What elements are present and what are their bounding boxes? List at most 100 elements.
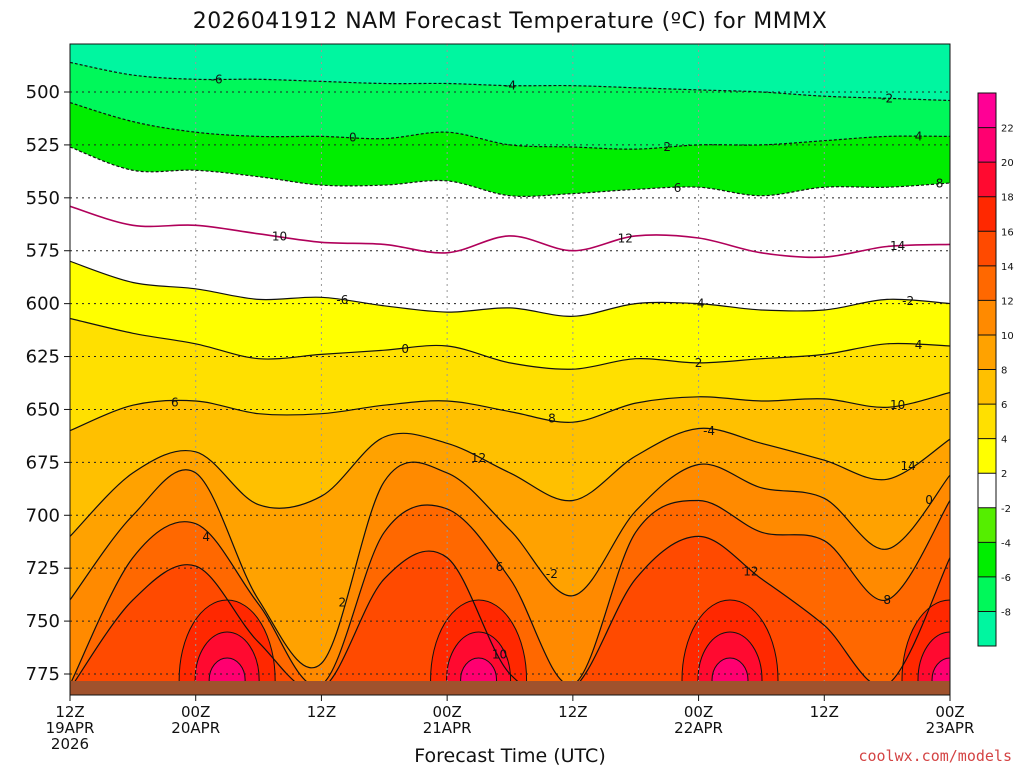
credit-text: coolwx.com/models [858, 747, 1012, 765]
colorbar-tick-label: 20 [1001, 158, 1014, 169]
contour-label: -4 [693, 297, 705, 311]
x-tick-label: 20APR [171, 719, 220, 737]
terrain-layer [70, 681, 950, 695]
contour-label: 10 [890, 398, 905, 412]
contour-label: 10 [492, 648, 507, 662]
colorbar-tick-label: 8 [1001, 366, 1007, 377]
contour-label: 6 [171, 395, 179, 409]
colorbar-tick-label: 4 [1001, 435, 1007, 446]
x-tick-label: 21APR [423, 719, 472, 737]
colorbar-tick-label: 2 [1001, 469, 1007, 480]
colorbar-tick-label: 14 [1001, 262, 1014, 273]
colorbar-swatch [978, 265, 996, 301]
colorbar: 22 20 18 16 14 12 10 8 6 4 2 -2 -4 -6 -8 [977, 92, 1014, 647]
colorbar-tick-label: -4 [1001, 538, 1011, 549]
colorbar-swatch [978, 369, 996, 405]
colorbar-swatch [978, 404, 996, 440]
colorbar-swatch [978, 300, 996, 336]
isotherm-2 [70, 260, 950, 317]
x-tick-label: 00Z [432, 703, 461, 721]
y-tick-label: 500 [26, 82, 60, 103]
contour-label: 2 [695, 356, 703, 370]
chart-title: 2026041912 NAM Forecast Temperature (ºC)… [193, 9, 828, 34]
contour-label: 12 [618, 231, 633, 245]
contour-label: -2 [881, 91, 893, 105]
isotherm--6 [70, 61, 950, 102]
contour-label: 2 [339, 596, 347, 610]
y-tick-label: 750 [26, 611, 60, 632]
contour-label: -6 [336, 293, 348, 307]
contour-label: 10 [272, 230, 287, 244]
colorbar-swatch [978, 231, 996, 267]
y-tick-label: 700 [26, 505, 60, 526]
contour-label: 8 [548, 412, 556, 426]
colorbar-swatch [978, 196, 996, 232]
y-tick-label: 575 [26, 241, 60, 262]
contour-label: 4 [915, 338, 923, 352]
colorbar-swatch [978, 576, 996, 612]
colorbar-tick-label: -6 [1001, 573, 1011, 584]
y-tick-label: 600 [26, 294, 60, 315]
x-tick-label: 19APR [46, 719, 95, 737]
y-tick-label: 675 [26, 452, 60, 473]
contour-label: 0 [349, 131, 357, 145]
y-tick-label: 525 [26, 135, 60, 156]
x-tick-label: 12Z [55, 703, 84, 721]
colorbar-swatch [978, 162, 996, 198]
isotherm-14 [70, 535, 950, 695]
colorbar-tick-label: 12 [1001, 296, 1014, 307]
contour-label: -4 [703, 424, 715, 438]
colorbar-swatch [978, 473, 996, 509]
x-tick-label: 12Z [558, 703, 587, 721]
isotherm-line-layer [70, 61, 950, 695]
contour-label: -4 [504, 79, 516, 93]
contour-label: 8 [936, 177, 944, 191]
terrain-strip [70, 681, 950, 695]
colorbar-tick-label: 22 [1001, 124, 1014, 135]
colorbar-swatch [978, 542, 996, 578]
grid-layer [70, 44, 950, 695]
x-tick-label: 00Z [181, 703, 210, 721]
isotherm-8 [70, 427, 950, 537]
colorbar-tick-label: 16 [1001, 227, 1014, 238]
contour-label: 0 [925, 493, 933, 507]
y-tick-label: 625 [26, 347, 60, 368]
isotherm-6 [70, 391, 950, 432]
colorbar-swatch [978, 334, 996, 370]
contour-label: 12 [743, 565, 758, 579]
x-axis-label: Forecast Time (UTC) [414, 745, 605, 767]
y-axis: 500 525 550 575 600 625 650 675 700 725 750 775 [26, 82, 70, 685]
colorbar-swatch [978, 611, 996, 647]
colorbar-swatch [978, 93, 996, 129]
contour-label: 4 [915, 129, 923, 143]
isotherm--2 [70, 146, 950, 197]
y-tick-label: 550 [26, 188, 60, 209]
x-tick-label: 23APR [926, 719, 975, 737]
contour-label: 6 [496, 560, 504, 574]
x-tick-label: 2026 [51, 735, 89, 753]
colorbar-swatch [978, 127, 996, 163]
colorbar-tick-label: 18 [1001, 193, 1014, 204]
contour-label: -2 [902, 294, 914, 308]
contour-label: 12 [471, 451, 486, 465]
contour-label: -2 [546, 567, 558, 581]
isotherm-4 [70, 317, 950, 370]
colorbar-swatch [978, 438, 996, 474]
y-tick-label: 725 [26, 558, 60, 579]
contour-label: 6 [674, 181, 682, 195]
y-tick-label: 650 [26, 399, 60, 420]
x-tick-label: 12Z [307, 703, 336, 721]
isotherm--4 [70, 102, 950, 150]
colorbar-tick-label: -8 [1001, 607, 1011, 618]
contour-label: 4 [202, 530, 210, 544]
contour-label: 0 [401, 342, 409, 356]
colorbar-swatch [978, 507, 996, 543]
x-tick-label: 12Z [810, 703, 839, 721]
contour-label: 2 [663, 140, 671, 154]
plot-frame [69, 43, 951, 696]
x-tick-label: 00Z [935, 703, 964, 721]
isotherm-12 [70, 499, 950, 687]
colorbar-tick-label: 10 [1001, 331, 1014, 342]
